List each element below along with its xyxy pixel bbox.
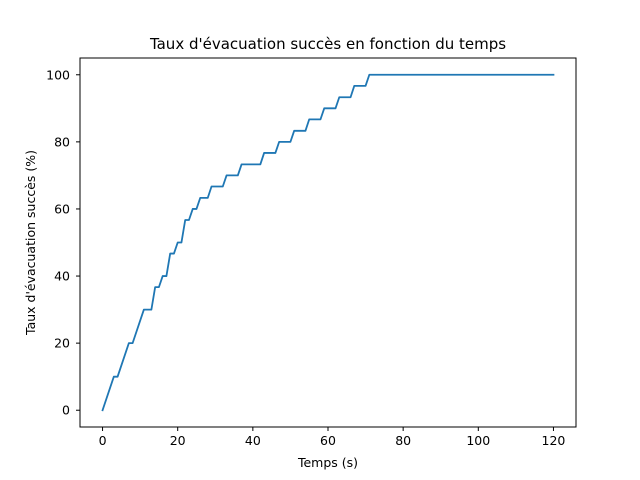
y-axis-label: Taux d'évacuation succès (%) (23, 150, 38, 336)
y-tick-label: 0 (62, 403, 70, 418)
x-axis-ticks: 0 20 40 60 80 100 120 (99, 427, 566, 448)
y-tick-label: 100 (46, 67, 70, 82)
x-tick-label: 40 (245, 433, 261, 448)
series-line (101, 73, 555, 412)
y-axis-ticks: 0 20 40 60 80 100 (46, 67, 80, 418)
plot-area-frame (79, 57, 577, 428)
chart-title: Taux d'évacuation succès en fonction du … (149, 35, 506, 53)
x-axis-label: Temps (s) (297, 455, 358, 470)
x-tick-label: 20 (170, 433, 186, 448)
y-tick-label: 80 (54, 134, 70, 149)
y-tick-label: 40 (54, 269, 70, 284)
x-tick-label: 0 (99, 433, 107, 448)
y-tick-label: 60 (54, 201, 70, 216)
x-tick-label: 100 (466, 433, 490, 448)
y-tick-label: 20 (54, 336, 70, 351)
x-tick-label: 80 (395, 433, 411, 448)
x-tick-label: 120 (542, 433, 566, 448)
x-tick-label: 60 (320, 433, 336, 448)
